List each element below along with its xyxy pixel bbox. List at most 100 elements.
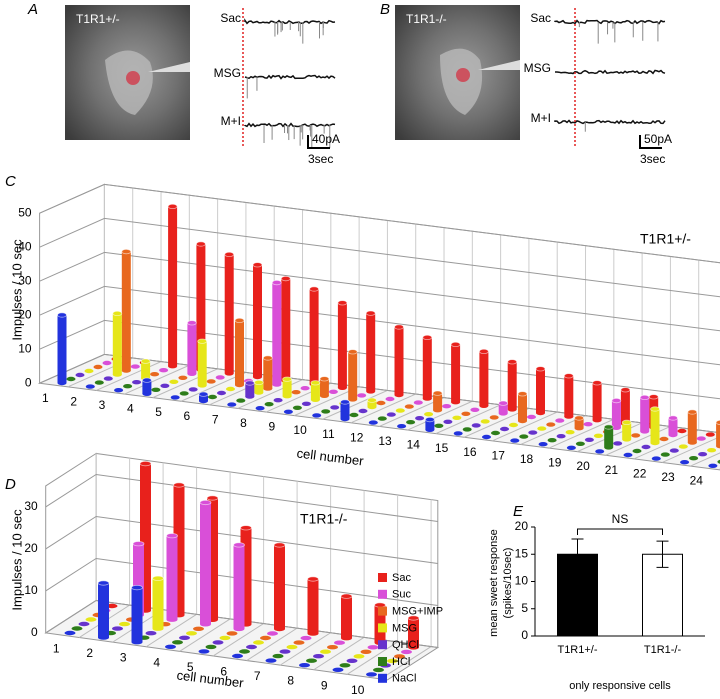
zero-marker bbox=[353, 654, 365, 659]
zero-marker bbox=[489, 415, 499, 420]
bar-cap bbox=[365, 310, 376, 316]
bar-cap bbox=[166, 533, 178, 539]
genotype: T1R1+/- bbox=[76, 12, 120, 26]
zero-marker bbox=[385, 396, 395, 402]
y-tick-label: 10 bbox=[515, 574, 529, 588]
genotype: T1R1-/- bbox=[406, 12, 447, 26]
zero-marker bbox=[623, 452, 633, 458]
zero-marker bbox=[346, 658, 358, 663]
zero-marker bbox=[595, 449, 605, 454]
bar bbox=[622, 422, 632, 440]
x-axis-label: cell number bbox=[176, 667, 245, 690]
bar bbox=[112, 313, 122, 375]
zero-marker bbox=[300, 386, 310, 391]
zero-marker bbox=[424, 412, 434, 417]
legend-label: MSG bbox=[392, 622, 417, 634]
floor-grid bbox=[350, 393, 416, 424]
zero-marker bbox=[321, 409, 331, 414]
bar bbox=[152, 578, 164, 629]
bar-cap bbox=[140, 358, 151, 364]
trace bbox=[555, 69, 666, 75]
zero-marker bbox=[85, 617, 97, 622]
bar bbox=[611, 400, 621, 428]
zero-marker bbox=[566, 445, 576, 450]
bar bbox=[196, 244, 206, 370]
zero-marker bbox=[394, 654, 405, 659]
bar-cap bbox=[611, 397, 622, 404]
bar bbox=[451, 344, 461, 403]
panel-letter: D bbox=[5, 476, 16, 493]
grid-line bbox=[45, 599, 438, 648]
bar-cap bbox=[422, 334, 433, 340]
significance-bracket bbox=[577, 528, 663, 535]
bar bbox=[319, 378, 329, 396]
bar bbox=[536, 368, 545, 413]
zero-marker bbox=[593, 433, 603, 438]
bar bbox=[207, 498, 218, 620]
bar bbox=[166, 535, 178, 620]
zero-marker bbox=[717, 459, 720, 464]
bar bbox=[687, 412, 697, 443]
zero-marker bbox=[112, 626, 123, 631]
bar bbox=[507, 361, 517, 410]
zero-marker bbox=[373, 667, 384, 673]
zero-marker bbox=[698, 452, 708, 457]
zero-marker bbox=[538, 442, 548, 447]
zero-marker bbox=[102, 360, 112, 366]
x-tick-label: 3 bbox=[120, 651, 127, 665]
bar bbox=[224, 254, 234, 374]
zero-marker bbox=[660, 452, 670, 457]
y-tick-label: 20 bbox=[18, 307, 32, 321]
zero-marker bbox=[443, 419, 453, 424]
legend-swatch bbox=[378, 657, 387, 666]
zero-marker bbox=[368, 420, 378, 425]
bar-cap bbox=[319, 376, 330, 382]
side-wall bbox=[39, 183, 105, 384]
scale-time: 3sec bbox=[308, 152, 333, 166]
bar bbox=[173, 485, 185, 616]
zero-marker bbox=[132, 380, 142, 385]
zero-marker bbox=[470, 407, 480, 412]
zero-marker bbox=[434, 423, 444, 428]
floor-grid bbox=[548, 418, 615, 449]
bar-cap bbox=[535, 366, 546, 372]
zero-marker bbox=[71, 626, 83, 631]
zero-marker bbox=[401, 649, 412, 655]
bar bbox=[341, 596, 352, 639]
bar-cap bbox=[280, 275, 291, 282]
bar-cap bbox=[206, 495, 219, 501]
zero-marker bbox=[527, 414, 536, 420]
bar bbox=[200, 502, 211, 625]
bar bbox=[337, 302, 347, 388]
zero-marker bbox=[94, 380, 104, 385]
zero-marker bbox=[528, 430, 538, 435]
bar-cap bbox=[195, 241, 206, 247]
x-tick-label: 7 bbox=[212, 412, 219, 426]
bar-cap bbox=[340, 399, 350, 405]
zero-marker bbox=[395, 408, 405, 413]
zero-marker bbox=[453, 431, 463, 436]
trace bbox=[244, 122, 336, 128]
bar-cap bbox=[592, 380, 602, 386]
scale-current: 50pA bbox=[644, 132, 672, 146]
floor-grid bbox=[690, 452, 720, 467]
y-tick-label: 15 bbox=[515, 546, 529, 560]
bar-cap bbox=[687, 409, 698, 415]
zero-marker bbox=[212, 640, 224, 645]
zero-marker bbox=[253, 640, 264, 645]
zero-marker bbox=[106, 603, 118, 609]
bar bbox=[98, 583, 109, 638]
bar bbox=[253, 264, 262, 377]
x-axis-label: cell number bbox=[296, 445, 365, 468]
trace-label: MSG bbox=[524, 61, 551, 75]
bar bbox=[309, 289, 319, 385]
y-tick-label: 50 bbox=[18, 205, 32, 219]
zero-marker bbox=[547, 438, 557, 443]
x-tick-label: 7 bbox=[254, 669, 261, 683]
bar-cap bbox=[141, 377, 152, 383]
bar bbox=[340, 402, 350, 419]
bar bbox=[142, 380, 152, 394]
zero-marker bbox=[377, 416, 387, 421]
zero-marker bbox=[632, 448, 642, 454]
